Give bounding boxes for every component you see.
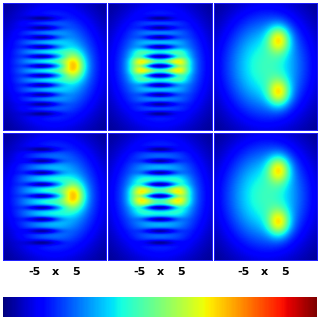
Text: 5: 5: [72, 267, 80, 276]
Text: 5: 5: [177, 267, 185, 276]
Text: x: x: [261, 267, 268, 276]
Text: x: x: [156, 267, 164, 276]
Text: -5: -5: [133, 267, 145, 276]
Text: -5: -5: [29, 267, 41, 276]
Text: x: x: [52, 267, 59, 276]
Text: 5: 5: [281, 267, 289, 276]
Text: -5: -5: [238, 267, 250, 276]
